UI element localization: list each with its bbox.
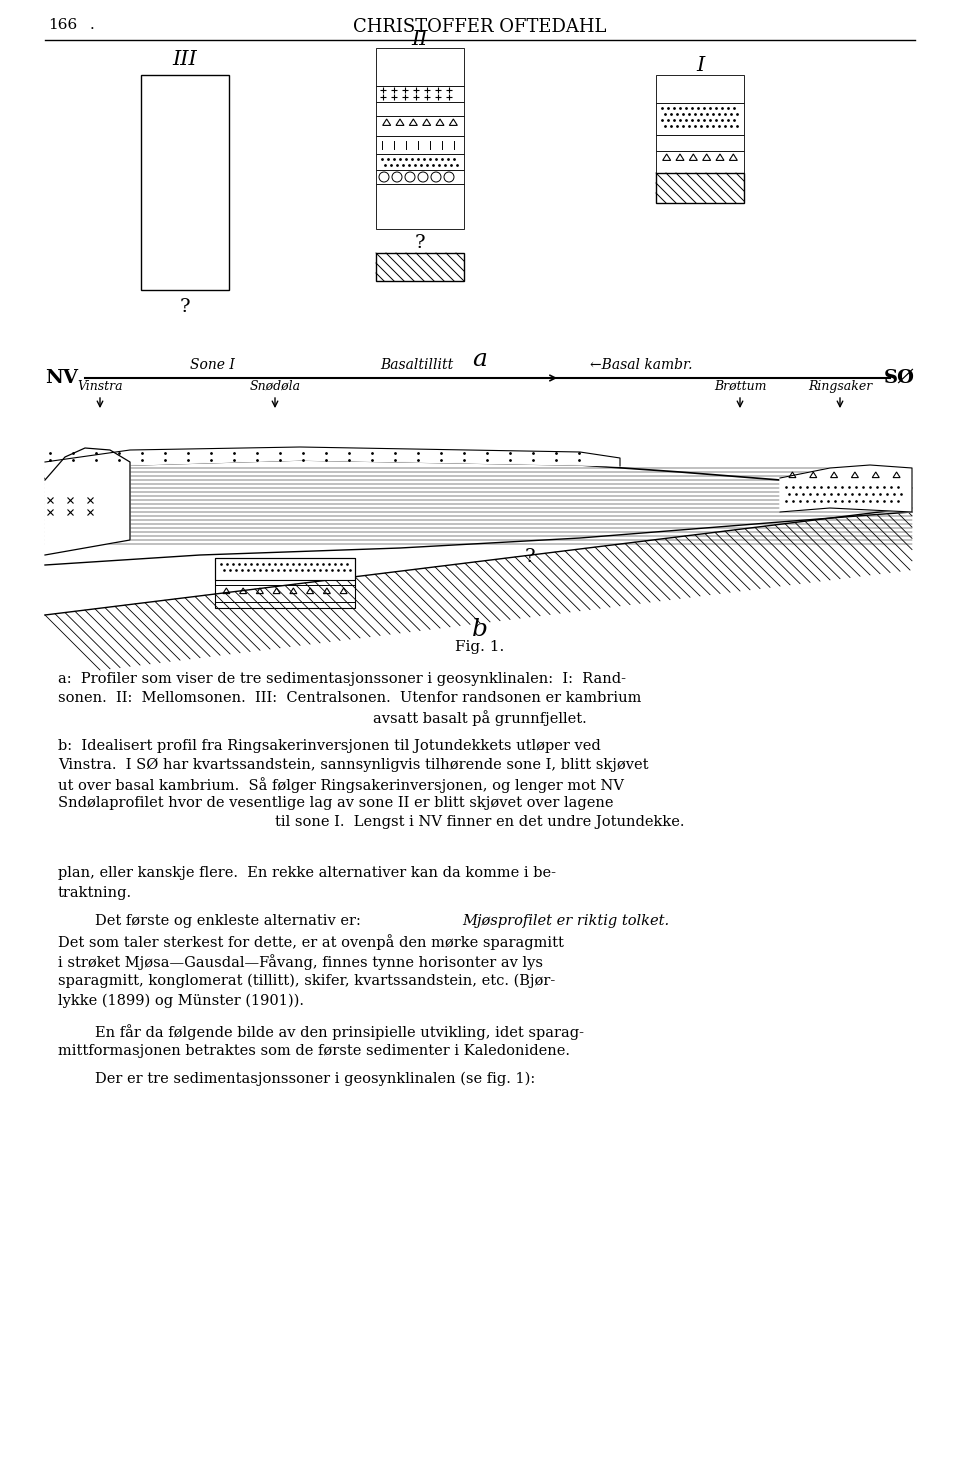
Text: ut over basal kambrium.  Så følger Ringsakerinversjonen, og lenger mot NV: ut over basal kambrium. Så følger Ringsa… (58, 777, 624, 794)
Text: NV: NV (45, 369, 78, 386)
Text: Vinstra: Vinstra (77, 381, 123, 392)
Text: avsatt basalt på grunnfjellet.: avsatt basalt på grunnfjellet. (373, 709, 587, 726)
Text: lykke (1899) og Münster (1901)).: lykke (1899) og Münster (1901)). (58, 994, 304, 1009)
Polygon shape (45, 507, 912, 650)
Text: Basaltillitt: Basaltillitt (380, 358, 453, 372)
Text: i strøket Mjøsa—Gausdal—Fåvang, finnes tynne horisonter av lys: i strøket Mjøsa—Gausdal—Fåvang, finnes t… (58, 954, 543, 971)
Text: Ringsaker: Ringsaker (808, 381, 872, 392)
Text: Snødøla: Snødøla (250, 381, 300, 392)
Bar (656, 103, 744, 136)
Text: Sone I: Sone I (190, 358, 235, 372)
Text: .: . (90, 18, 95, 32)
Polygon shape (45, 448, 130, 555)
Text: a:  Profiler som viser de tre sedimentasjonssoner i geosynklinalen:  I:  Rand-: a: Profiler som viser de tre sedimentasj… (58, 673, 626, 686)
Text: Vinstra.  I SØ har kvartssandstein, sannsynligvis tilhørende sone I, blitt skjøv: Vinstra. I SØ har kvartssandstein, sanns… (58, 758, 649, 773)
Text: b:  Idealisert profil fra Ringsakerinversjonen til Jotundekkets utløper ved: b: Idealisert profil fra Ringsakerinvers… (58, 739, 601, 754)
Text: I: I (696, 56, 704, 75)
Text: Det første og enkleste alternativ er:: Det første og enkleste alternativ er: (58, 914, 371, 928)
Polygon shape (45, 460, 912, 565)
Text: CHRISTOFFER OFTEDAHL: CHRISTOFFER OFTEDAHL (353, 18, 607, 35)
Bar (376, 49, 464, 86)
Text: ?: ? (525, 549, 536, 566)
Text: Brøttum: Brøttum (713, 381, 766, 392)
Text: Mjøsprofilet er riktig tolket.: Mjøsprofilet er riktig tolket. (462, 914, 669, 928)
Text: ?: ? (415, 235, 425, 252)
Text: sparagmitt, konglomerat (tillitt), skifer, kvartssandstein, etc. (Bjør-: sparagmitt, konglomerat (tillitt), skife… (58, 974, 555, 988)
Text: 166: 166 (48, 18, 77, 32)
Bar (376, 136, 464, 153)
Text: mittformasjonen betraktes som de første sedimenter i Kaledonidene.: mittformasjonen betraktes som de første … (58, 1044, 570, 1058)
Bar (376, 117, 464, 136)
Bar (656, 136, 744, 150)
Bar (376, 170, 464, 184)
Text: ←Basal kambr.: ←Basal kambr. (590, 358, 692, 372)
Text: traktning.: traktning. (58, 886, 132, 900)
Text: til sone I.  Lengst i NV finner en det undre Jotundekke.: til sone I. Lengst i NV finner en det un… (276, 816, 684, 829)
Text: plan, eller kanskje flere.  En rekke alternativer kan da komme i be-: plan, eller kanskje flere. En rekke alte… (58, 866, 556, 881)
Text: sonen.  II:  Mellomsonen.  III:  Centralsonen.  Utenfor randsonen er kambrium: sonen. II: Mellomsonen. III: Centralsone… (58, 690, 641, 705)
Bar (141, 75, 229, 291)
Bar (376, 102, 464, 117)
Text: b: b (472, 618, 488, 642)
Polygon shape (45, 447, 620, 478)
Bar (376, 184, 464, 229)
Bar (656, 150, 744, 173)
Text: Der er tre sedimentasjonssoner i geosynklinalen (se fig. 1):: Der er tre sedimentasjonssoner i geosynk… (58, 1072, 536, 1087)
Bar (376, 153, 464, 170)
Text: III: III (173, 50, 198, 69)
Polygon shape (780, 465, 912, 512)
Text: Sndølaprofilet hvor de vesentlige lag av sone II er blitt skjøvet over lagene: Sndølaprofilet hvor de vesentlige lag av… (58, 796, 613, 810)
Bar (376, 254, 464, 282)
Bar (215, 558, 355, 608)
Text: Det som taler sterkest for dette, er at ovenpå den mørke sparagmitt: Det som taler sterkest for dette, er at … (58, 934, 564, 950)
Text: a: a (472, 348, 488, 372)
Text: Fig. 1.: Fig. 1. (455, 640, 505, 653)
Text: En får da følgende bilde av den prinsipielle utvikling, idet sparag-: En får da følgende bilde av den prinsipi… (58, 1024, 584, 1040)
Text: II: II (412, 30, 428, 49)
Bar (376, 86, 464, 102)
Text: ?: ? (180, 298, 190, 316)
Bar (656, 173, 744, 204)
Text: SØ: SØ (884, 369, 915, 386)
Bar (656, 75, 744, 103)
Bar (215, 558, 355, 580)
